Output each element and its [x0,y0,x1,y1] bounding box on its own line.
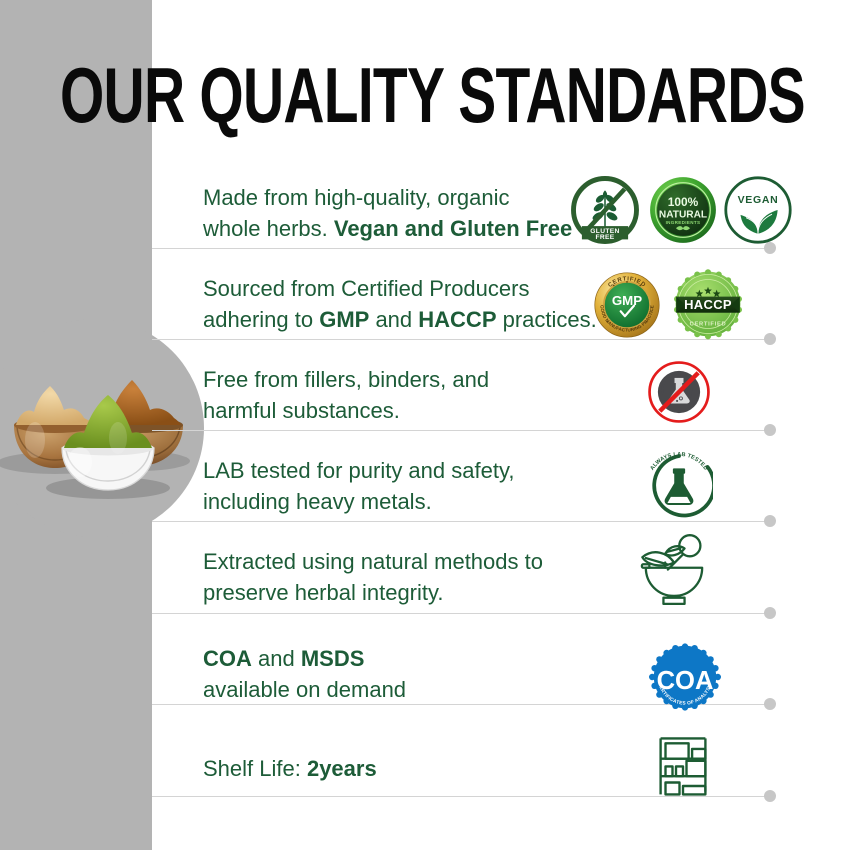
svg-text:COA: COA [657,667,714,695]
svg-text:100%: 100% [668,195,699,209]
svg-text:FREE: FREE [595,234,614,241]
svg-text:VEGAN: VEGAN [738,194,779,206]
svg-text:NATURAL: NATURAL [659,210,707,221]
svg-text:INGREDIENTS: INGREDIENTS [666,220,701,225]
svg-text:CERTIFIED: CERTIFIED [690,322,727,328]
svg-text:GMP: GMP [612,293,642,308]
svg-text:HACCP: HACCP [684,297,732,312]
